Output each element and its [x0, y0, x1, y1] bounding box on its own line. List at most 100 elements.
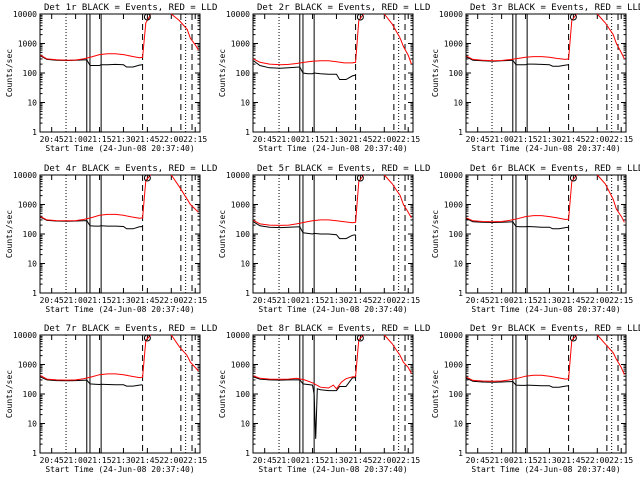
y-tick-label: 10: [240, 420, 250, 429]
plot-frame: [252, 13, 414, 133]
y-tick-label: 1: [245, 128, 250, 137]
x-axis-label: Start Time (24-Jun-08 20:37:40): [45, 465, 194, 474]
y-tick-label: 100: [23, 230, 38, 239]
y-tick-label: 1: [32, 128, 37, 137]
plot-frame: [465, 334, 627, 454]
x-tick-label: 21:30: [111, 296, 135, 305]
y-tick-label: 1000: [444, 40, 463, 49]
x-tick-label: 21:45: [135, 296, 159, 305]
x-tick-label: 22:00: [372, 135, 396, 144]
y-axis-label: Counts/sec: [5, 49, 14, 97]
y-tick-label: 10000: [13, 171, 37, 180]
lld-series-line: [40, 174, 199, 222]
panel-title: Det 4r BLACK = Events, RED = LLD: [44, 164, 217, 174]
events-series-line: [40, 216, 143, 230]
x-axis-label: Start Time (24-Jun-08 20:37:40): [258, 144, 407, 153]
lld-series-line: [253, 334, 412, 390]
x-axis-label: Start Time (24-Jun-08 20:37:40): [45, 305, 194, 314]
lld-series-line: [466, 334, 625, 382]
x-tick-label: 21:00: [490, 296, 514, 305]
events-series-line: [466, 218, 569, 230]
y-tick-label: 10: [453, 420, 463, 429]
x-tick-label: 22:00: [372, 456, 396, 465]
x-tick-label: 21:45: [135, 135, 159, 144]
panel-title: Det 5r BLACK = Events, RED = LLD: [257, 164, 430, 174]
x-tick-label: 21:15: [300, 135, 324, 144]
events-series-line: [253, 60, 356, 80]
y-tick-label: 100: [449, 230, 464, 239]
saturation-marker: [143, 174, 151, 182]
plot-frame: [465, 13, 627, 133]
x-tick-label: 22:15: [183, 135, 207, 144]
y-tick-label: 1: [32, 289, 37, 298]
x-axis-label: Start Time (24-Jun-08 20:37:40): [471, 144, 620, 153]
x-tick-label: 22:00: [585, 456, 609, 465]
y-tick-label: 100: [449, 69, 464, 78]
x-tick-label: 22:15: [609, 296, 633, 305]
y-tick-label: 1: [245, 449, 250, 458]
x-tick-label: 22:00: [585, 135, 609, 144]
y-axis-label: Counts/sec: [431, 49, 440, 97]
saturation-marker: [569, 13, 577, 21]
y-tick-label: 10: [27, 260, 37, 269]
x-tick-label: 22:00: [159, 135, 183, 144]
y-tick-label: 1000: [18, 361, 37, 370]
saturation-marker: [143, 334, 151, 342]
x-tick-label: 21:15: [300, 456, 324, 465]
y-tick-label: 10000: [226, 331, 250, 340]
y-tick-label: 10000: [226, 10, 250, 19]
events-series-line: [253, 376, 356, 439]
x-tick-label: 21:30: [111, 456, 135, 465]
lld-series-line: [40, 13, 199, 61]
plot-frame: [39, 13, 201, 133]
events-series-line: [40, 55, 143, 68]
y-tick-label: 10000: [13, 331, 37, 340]
x-tick-label: 22:15: [183, 296, 207, 305]
x-tick-label: 21:30: [537, 135, 561, 144]
x-tick-label: 21:45: [561, 135, 585, 144]
lld-series-line: [466, 13, 625, 62]
panel-title: Det 8r BLACK = Events, RED = LLD: [257, 324, 430, 334]
x-tick-label: 20:45: [253, 456, 277, 465]
y-axis-label: Counts/sec: [431, 370, 440, 418]
x-tick-label: 21:00: [64, 135, 88, 144]
x-tick-label: 21:30: [324, 135, 348, 144]
y-tick-label: 10: [27, 99, 37, 108]
x-tick-label: 21:00: [64, 456, 88, 465]
lld-series-line: [466, 174, 625, 223]
x-tick-label: 21:30: [111, 135, 135, 144]
x-tick-label: 21:45: [135, 456, 159, 465]
x-tick-label: 20:45: [253, 135, 277, 144]
y-tick-label: 100: [23, 390, 38, 399]
panel-title: Det 6r BLACK = Events, RED = LLD: [470, 164, 640, 174]
y-tick-label: 10: [453, 99, 463, 108]
y-axis-label: Counts/sec: [431, 210, 440, 258]
y-tick-label: 10000: [439, 331, 463, 340]
y-tick-label: 1000: [231, 201, 250, 210]
y-axis-label: Counts/sec: [5, 210, 14, 258]
x-tick-label: 22:15: [396, 456, 420, 465]
x-tick-label: 20:45: [40, 296, 64, 305]
x-tick-label: 22:00: [372, 296, 396, 305]
x-tick-label: 21:15: [300, 296, 324, 305]
y-tick-label: 100: [236, 390, 251, 399]
x-tick-label: 20:45: [466, 456, 490, 465]
saturation-marker: [569, 174, 577, 182]
x-tick-label: 21:15: [513, 135, 537, 144]
y-tick-label: 10: [27, 420, 37, 429]
x-tick-label: 20:45: [40, 135, 64, 144]
y-tick-label: 1: [458, 289, 463, 298]
events-series-line: [466, 377, 569, 388]
x-tick-label: 21:30: [324, 456, 348, 465]
y-tick-label: 100: [236, 230, 251, 239]
y-tick-label: 10: [240, 260, 250, 269]
x-tick-label: 21:15: [87, 456, 111, 465]
panel-title: Det 7r BLACK = Events, RED = LLD: [44, 324, 217, 334]
x-tick-label: 20:45: [466, 135, 490, 144]
y-tick-label: 1000: [18, 40, 37, 49]
x-tick-label: 21:30: [537, 456, 561, 465]
plot-frame: [252, 334, 414, 454]
y-tick-label: 1: [458, 449, 463, 458]
x-tick-label: 21:15: [513, 296, 537, 305]
